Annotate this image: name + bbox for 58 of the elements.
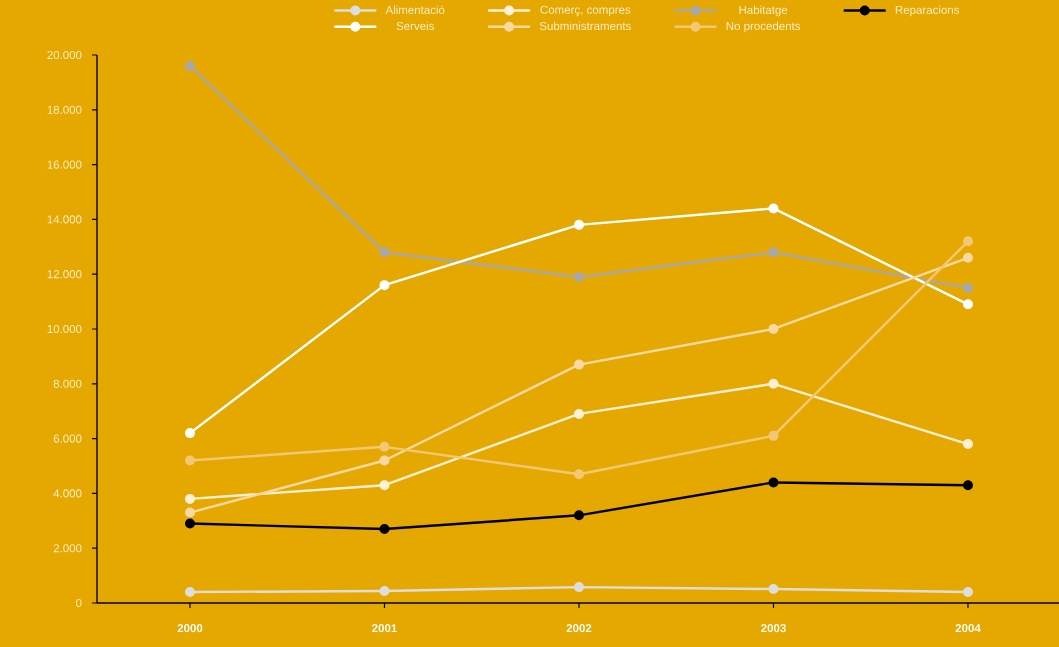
point bbox=[962, 252, 973, 263]
x-tick-label: 2000 bbox=[177, 624, 203, 633]
legend-label: Habitatge bbox=[739, 5, 788, 17]
legend-label: Reparacions bbox=[895, 5, 960, 17]
point bbox=[184, 518, 195, 529]
legend-label: Subministraments bbox=[539, 21, 631, 31]
point bbox=[184, 507, 195, 518]
legend-label: Comerç, compres bbox=[540, 5, 631, 17]
point bbox=[768, 430, 779, 441]
point bbox=[768, 584, 779, 595]
point bbox=[573, 219, 584, 230]
point bbox=[184, 60, 195, 71]
x-tick-label: 2003 bbox=[761, 624, 786, 633]
point bbox=[573, 469, 584, 480]
point bbox=[184, 587, 195, 598]
point bbox=[184, 493, 195, 504]
point bbox=[962, 236, 973, 247]
point bbox=[379, 280, 390, 291]
point bbox=[573, 271, 584, 282]
point bbox=[962, 282, 973, 293]
point bbox=[379, 247, 390, 258]
y-tick-label: 6.000 bbox=[53, 434, 82, 443]
point bbox=[184, 428, 195, 439]
point bbox=[962, 299, 973, 310]
point bbox=[962, 439, 973, 450]
legend-label: Serveis bbox=[396, 21, 434, 31]
y-tick-label: 2.000 bbox=[53, 544, 82, 553]
y-tick-label: 20.000 bbox=[47, 50, 82, 60]
y-tick-label: 16.000 bbox=[47, 160, 82, 169]
point bbox=[379, 585, 390, 596]
point bbox=[573, 359, 584, 370]
point bbox=[184, 455, 195, 466]
y-tick-label: 12.000 bbox=[47, 270, 82, 279]
point bbox=[379, 524, 390, 535]
point bbox=[379, 455, 390, 466]
legend-label: No procedents bbox=[726, 21, 801, 33]
x-tick-label: 2004 bbox=[955, 624, 981, 633]
point bbox=[768, 477, 779, 488]
point bbox=[379, 480, 390, 491]
point bbox=[962, 587, 973, 598]
y-tick-label: 4.000 bbox=[53, 489, 82, 498]
y-tick-label: 10.000 bbox=[47, 324, 82, 334]
point bbox=[768, 247, 779, 258]
point bbox=[768, 203, 779, 214]
x-tick-label: 2002 bbox=[566, 624, 592, 633]
x-tick-label: 2001 bbox=[372, 624, 397, 633]
legend-label: Alimentació bbox=[385, 5, 445, 15]
y-tick-label: 14.000 bbox=[47, 215, 82, 224]
point bbox=[768, 378, 779, 389]
y-tick-label: 0 bbox=[76, 598, 82, 608]
point bbox=[573, 408, 584, 419]
point bbox=[962, 480, 973, 491]
point bbox=[768, 324, 779, 334]
y-tick-label: 8.000 bbox=[53, 379, 82, 388]
point bbox=[379, 441, 390, 452]
point bbox=[573, 510, 584, 521]
y-tick-label: 18.000 bbox=[47, 105, 82, 114]
point bbox=[573, 582, 584, 593]
